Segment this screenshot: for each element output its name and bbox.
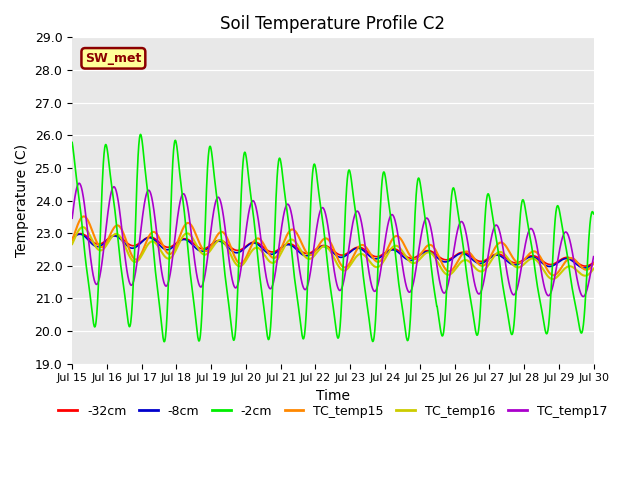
Y-axis label: Temperature (C): Temperature (C) [15,144,29,257]
Text: SW_met: SW_met [85,52,141,65]
Title: Soil Temperature Profile C2: Soil Temperature Profile C2 [220,15,445,33]
Legend: -32cm, -8cm, -2cm, TC_temp15, TC_temp16, TC_temp17: -32cm, -8cm, -2cm, TC_temp15, TC_temp16,… [53,400,612,423]
X-axis label: Time: Time [316,389,350,403]
